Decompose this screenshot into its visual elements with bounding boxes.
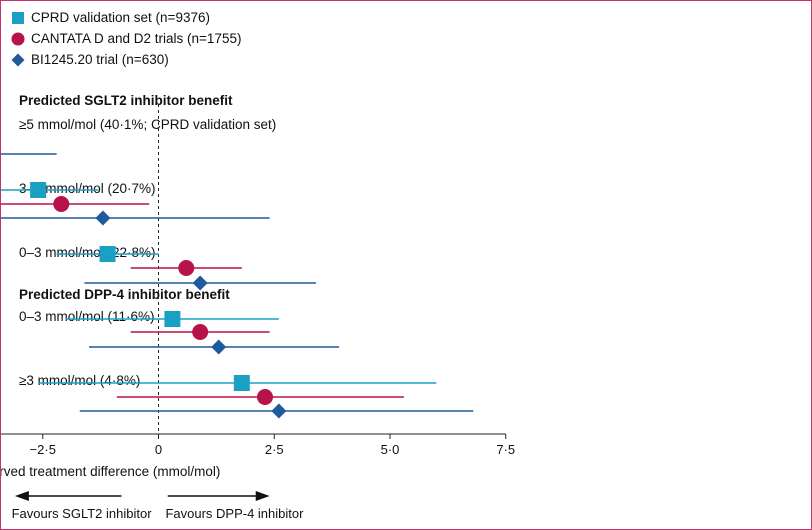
legend-label-bi: BI1245.20 trial (n=630) (31, 52, 169, 67)
point-circle (178, 260, 195, 276)
point-circle (192, 324, 209, 340)
legend-item-cprd: CPRD validation set (n=9376) (11, 7, 241, 28)
point-square (233, 375, 250, 391)
x-tick-label: 5·0 (381, 442, 400, 457)
x-tick-label: 0 (155, 442, 162, 457)
point-square (99, 246, 116, 262)
group-label-5: ≥3 mmol/mol (4·8%) (19, 373, 141, 388)
arrow-right-head (255, 491, 270, 501)
x-axis-title: Observed treatment difference (mmol/mol) (1, 464, 220, 479)
legend-item-bi: BI1245.20 trial (n=630) (11, 49, 241, 70)
group-label-1: ≥5 mmol/mol (40·1%; CPRD validation set) (19, 117, 277, 132)
favours-dpp4-label: Favours DPP-4 inhibitor (165, 506, 304, 521)
point-diamond (211, 339, 227, 355)
legend-square-marker (12, 11, 24, 24)
point-diamond (271, 403, 287, 419)
point-circle (53, 196, 70, 212)
section-header-dpp4: Predicted DPP-4 inhibitor benefit (19, 287, 230, 302)
legend-item-cantata: CANTATA D and D2 trials (n=1755) (11, 28, 241, 49)
point-diamond (192, 275, 208, 291)
legend-label-cantata: CANTATA D and D2 trials (n=1755) (31, 31, 242, 46)
point-circle (256, 389, 273, 405)
point-square (164, 311, 181, 327)
legend-diamond-marker (11, 53, 25, 66)
legend: CPRD validation set (n=9376) CANTATA D a… (11, 7, 241, 70)
x-tick-label: −2·5 (30, 442, 56, 457)
group-label-3: 0–3 mmol/mol (22·8%) (19, 245, 156, 260)
favours-sglt2-label: Favours SGLT2 inhibitor (12, 506, 153, 521)
legend-circle-marker (11, 32, 25, 45)
legend-label-cprd: CPRD validation set (n=9376) (31, 10, 210, 25)
arrow-left-head (14, 491, 29, 501)
point-square (30, 182, 47, 198)
point-diamond (95, 210, 111, 226)
section-header-sglt2: Predicted SGLT2 inhibitor benefit (19, 93, 233, 108)
x-tick-label: 2·5 (265, 442, 284, 457)
x-tick-label: 7·5 (496, 442, 515, 457)
group-label-4: 0–3 mmol/mol (11·6%) (19, 309, 155, 324)
group-label-2: 3–5 mmol/mol (20·7%) (19, 181, 156, 196)
